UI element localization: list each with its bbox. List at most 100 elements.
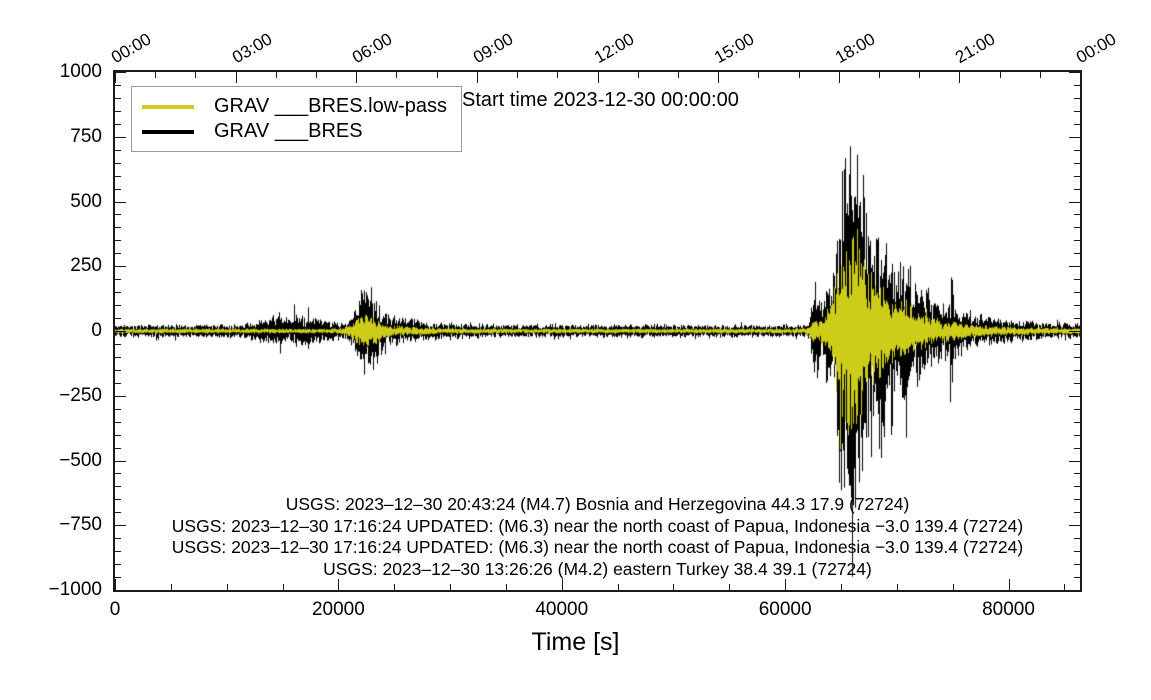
axis-tick bbox=[1074, 473, 1080, 475]
axis-tick bbox=[1074, 240, 1080, 242]
axis-tick bbox=[115, 579, 116, 590]
legend-item-lowpass: GRAV ___BRES.low-pass bbox=[142, 94, 447, 119]
legend-label-lowpass: GRAV ___BRES.low-pass bbox=[214, 95, 448, 117]
axis-tick bbox=[718, 72, 720, 83]
legend-item-raw: GRAV ___BRES bbox=[142, 119, 447, 144]
axis-tick bbox=[1008, 579, 1010, 590]
axis-tick bbox=[115, 499, 121, 501]
axis-tick bbox=[450, 584, 452, 590]
axis-tick bbox=[115, 149, 121, 151]
axis-tick bbox=[1074, 84, 1080, 86]
axis-tick bbox=[235, 72, 237, 83]
axis-tick bbox=[115, 421, 121, 423]
axis-tick bbox=[115, 292, 121, 294]
top-tick-label: 06:00 bbox=[349, 29, 396, 68]
axis-tick bbox=[878, 72, 880, 78]
axis-tick bbox=[170, 584, 172, 590]
axis-tick bbox=[1074, 292, 1080, 294]
top-tick-label: 00:00 bbox=[1073, 29, 1120, 68]
axis-tick bbox=[115, 395, 126, 397]
axis-tick bbox=[115, 279, 121, 281]
axis-tick bbox=[115, 253, 121, 255]
axis-tick bbox=[338, 579, 340, 590]
top-tick-label: 09:00 bbox=[469, 29, 517, 68]
axis-tick bbox=[115, 110, 121, 112]
axis-tick bbox=[1074, 110, 1080, 112]
axis-tick bbox=[115, 525, 126, 527]
axis-tick bbox=[896, 584, 898, 590]
legend-swatch-lowpass bbox=[142, 104, 194, 109]
y-tick-label: −750 bbox=[59, 514, 102, 536]
axis-tick bbox=[1074, 123, 1080, 125]
axis-tick bbox=[115, 162, 121, 164]
axis-tick bbox=[1074, 214, 1080, 216]
axis-tick bbox=[1074, 97, 1080, 99]
axis-tick bbox=[1064, 584, 1066, 590]
axis-tick bbox=[115, 577, 121, 579]
usgs-annotation-line: USGS: 2023‒12‒30 17:16:24 UPDATED: (M6.3… bbox=[171, 515, 1024, 536]
axis-tick bbox=[1074, 279, 1080, 281]
axis-tick bbox=[115, 434, 121, 436]
axis-tick bbox=[1069, 201, 1080, 203]
y-tick-label: 500 bbox=[70, 190, 102, 212]
axis-tick bbox=[115, 486, 121, 488]
top-tick-label: 00:00 bbox=[108, 29, 155, 68]
axis-tick bbox=[597, 72, 599, 83]
axis-tick bbox=[1069, 72, 1080, 73]
legend-swatch-raw bbox=[142, 129, 194, 134]
axis-tick bbox=[115, 214, 121, 216]
axis-tick bbox=[115, 590, 126, 591]
axis-tick bbox=[1074, 538, 1080, 540]
axis-tick bbox=[1074, 564, 1080, 566]
axis-tick bbox=[840, 584, 842, 590]
axis-tick bbox=[282, 584, 284, 590]
x-tick-label: 0 bbox=[109, 599, 121, 620]
axis-tick bbox=[115, 97, 121, 99]
axis-tick bbox=[115, 331, 126, 332]
x-tick-label: 20000 bbox=[311, 599, 365, 620]
axis-tick bbox=[115, 227, 121, 229]
axis-tick bbox=[115, 72, 116, 83]
axis-tick bbox=[637, 72, 639, 78]
axis-tick bbox=[1074, 486, 1080, 488]
plot-area bbox=[113, 70, 1082, 592]
axis-tick bbox=[1069, 590, 1080, 591]
usgs-event-annotations: USGS: 2023‒12‒30 20:43:24 (M4.7) Bosnia … bbox=[113, 494, 1082, 580]
axis-tick bbox=[517, 72, 519, 78]
y-tick-label: −500 bbox=[59, 449, 102, 471]
axis-tick bbox=[476, 72, 478, 83]
axis-tick bbox=[919, 72, 921, 78]
axis-tick bbox=[115, 551, 121, 553]
axis-tick bbox=[1074, 369, 1080, 371]
axis-tick bbox=[226, 584, 228, 590]
axis-tick bbox=[505, 584, 507, 590]
axis-tick bbox=[557, 72, 559, 78]
axis-tick bbox=[115, 408, 121, 410]
axis-tick bbox=[115, 136, 126, 138]
axis-tick bbox=[1074, 434, 1080, 436]
x-tick-label: 40000 bbox=[535, 599, 589, 620]
axis-tick bbox=[1069, 331, 1080, 332]
axis-tick bbox=[115, 305, 121, 307]
usgs-annotation-line: USGS: 2023‒12‒30 17:16:24 UPDATED: (M6.3… bbox=[171, 537, 1024, 557]
axis-tick bbox=[758, 72, 760, 78]
x-tick-label: 60000 bbox=[758, 599, 812, 620]
axis-tick bbox=[999, 72, 1001, 78]
axis-tick bbox=[115, 369, 121, 371]
axis-tick bbox=[1074, 253, 1080, 255]
axis-tick bbox=[673, 584, 675, 590]
x-tick-label: 80000 bbox=[982, 599, 1035, 620]
axis-tick bbox=[115, 564, 121, 566]
axis-tick bbox=[1069, 460, 1080, 462]
axis-tick bbox=[195, 72, 197, 78]
axis-tick bbox=[1074, 551, 1080, 553]
axis-tick bbox=[1069, 395, 1080, 397]
top-tick-label: 18:00 bbox=[831, 29, 879, 68]
axis-tick bbox=[1074, 162, 1080, 164]
axis-tick bbox=[115, 175, 121, 177]
axis-tick bbox=[1074, 499, 1080, 501]
axis-tick bbox=[1074, 318, 1080, 320]
axis-tick bbox=[115, 460, 126, 462]
top-tick-label: 15:00 bbox=[711, 29, 758, 68]
